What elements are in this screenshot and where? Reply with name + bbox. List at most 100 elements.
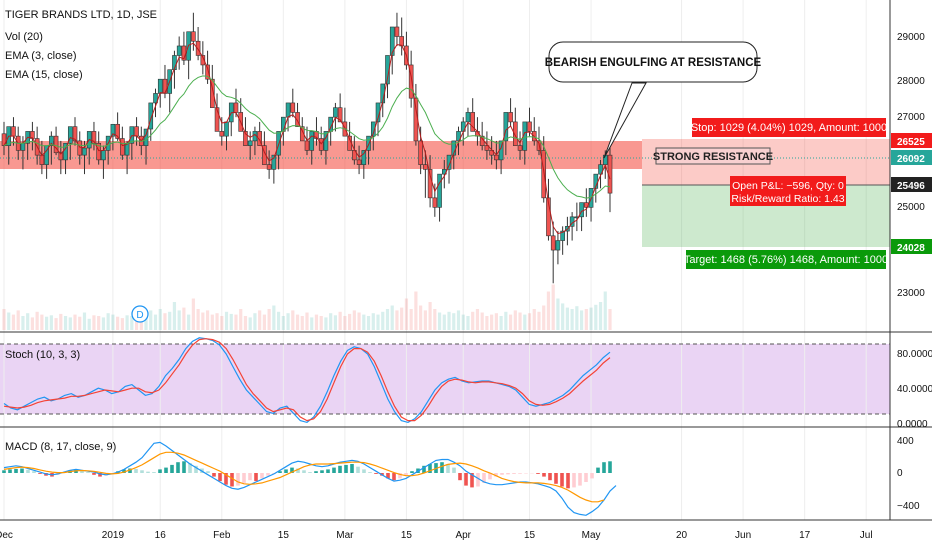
volume-bar	[390, 305, 394, 330]
macd-hist-bar	[314, 471, 318, 473]
dividend-marker-icon[interactable]	[131, 305, 149, 323]
volume-bar	[376, 314, 380, 330]
time-axis[interactable]: Dec 2019 16 Feb 15 Mar 15 Apr 15 May 20 Jun 17 Jul	[0, 530, 873, 541]
candle-body	[176, 45, 182, 56]
symbol-title[interactable]: TIGER BRANDS LTD, 1D, JSE	[5, 9, 157, 21]
volume-bar	[144, 312, 148, 330]
target-price-badge: 24028	[897, 243, 925, 254]
time-tick: Mar	[336, 530, 354, 541]
volume-bar	[551, 284, 555, 330]
macd-hist-bar	[38, 473, 42, 474]
candle-body	[555, 240, 561, 251]
macd-hist-bar	[122, 469, 126, 473]
volume-bar	[480, 312, 484, 330]
macd-hist-bar	[458, 473, 462, 481]
price-axis[interactable]: 29000 28000 27000 25000 23000	[897, 32, 925, 299]
candle-body	[550, 235, 556, 251]
macd-hist-bar	[566, 473, 570, 489]
volume-bar	[494, 313, 498, 330]
macd-hist-bar	[344, 464, 348, 473]
candle-body	[337, 107, 343, 123]
macd-hist-bar	[260, 473, 264, 479]
macd-hist-bar	[212, 473, 216, 477]
stoch-title[interactable]: Stoch (10, 3, 3)	[5, 349, 80, 361]
candle-body	[408, 64, 414, 99]
volume-bar	[447, 311, 451, 330]
macd-hist-bar	[248, 473, 252, 481]
candle-body	[484, 145, 490, 151]
macd-hist-bar	[596, 467, 600, 473]
volume-bar	[187, 314, 191, 330]
volume-bar	[565, 307, 569, 330]
candle-body	[134, 126, 139, 137]
candle-body	[560, 230, 565, 241]
volume-bar	[106, 313, 110, 330]
macd-hist-bar	[482, 473, 486, 483]
volume-bar	[314, 314, 319, 330]
macd-hist-bar	[536, 473, 540, 474]
indicator-vol[interactable]: Vol (20)	[5, 31, 43, 43]
volume-bar	[276, 311, 281, 330]
ema-fast-line	[3, 42, 611, 235]
indicator-ema-fast[interactable]: EMA (3, close)	[5, 50, 77, 62]
macd-hist-bar	[218, 473, 222, 482]
price-tick: 28000	[897, 76, 925, 87]
candle-body	[446, 154, 452, 170]
candle-body	[224, 121, 229, 137]
volume-bar	[561, 303, 565, 330]
candle-body	[53, 135, 59, 154]
indicator-ema-slow[interactable]: EMA (15, close)	[5, 69, 83, 81]
entry-price-badge: 25496	[897, 181, 925, 192]
volume-bar	[97, 316, 101, 330]
candle-body	[101, 150, 106, 161]
macd-hist-bar	[86, 472, 90, 473]
macd-hist-bar	[404, 473, 408, 476]
candle-body	[233, 102, 239, 113]
macd-hist-bar	[2, 470, 6, 473]
volume-bar	[92, 315, 96, 330]
volume-bar	[385, 309, 390, 330]
volume-bar	[485, 316, 489, 330]
volume-bar	[575, 306, 579, 330]
target-label-box[interactable]	[686, 250, 886, 269]
candle-body	[513, 121, 518, 146]
macd-hist-bar	[92, 473, 96, 475]
stop-label-box[interactable]	[692, 118, 886, 137]
macd-hist-bar	[410, 471, 414, 473]
macd-hist-bar	[236, 473, 240, 486]
candle-body	[153, 93, 158, 104]
volume-bar	[513, 310, 517, 330]
macd-tick: −400	[897, 501, 920, 512]
candle-body	[39, 154, 45, 165]
volume-bar	[608, 309, 612, 330]
open-pl-text: Open P&L: −596, Qty: 0	[732, 180, 844, 192]
macd-hist-bar	[602, 462, 606, 473]
volume-bar	[352, 310, 356, 330]
open-pl-box[interactable]	[730, 176, 846, 206]
macd-title[interactable]: MACD (8, 17, close, 9)	[5, 441, 116, 453]
macd-hist-bar	[584, 473, 588, 482]
candle-body	[333, 107, 338, 118]
volume-bar	[357, 312, 361, 330]
entry-price-badge-bg	[891, 177, 932, 192]
volume-bar	[168, 311, 172, 330]
volume-bar	[210, 314, 214, 330]
volume-bar	[243, 316, 248, 330]
candle-body	[58, 152, 64, 161]
volume-bar	[172, 302, 177, 330]
candle-body	[210, 78, 215, 108]
volume-bar	[215, 313, 219, 330]
candle-body	[266, 164, 272, 170]
volume-bar	[395, 310, 399, 330]
macd-hist-bar	[152, 472, 156, 473]
volume-bar	[466, 316, 470, 330]
time-tick: 17	[799, 530, 811, 541]
candle-body	[247, 140, 253, 146]
candle-body	[191, 31, 196, 42]
macd-hist-bar	[254, 473, 258, 482]
volume-bar	[45, 316, 49, 330]
volume-bar	[7, 312, 11, 330]
macd-hist-bar	[146, 471, 150, 473]
macd-tick: 0	[897, 468, 903, 479]
